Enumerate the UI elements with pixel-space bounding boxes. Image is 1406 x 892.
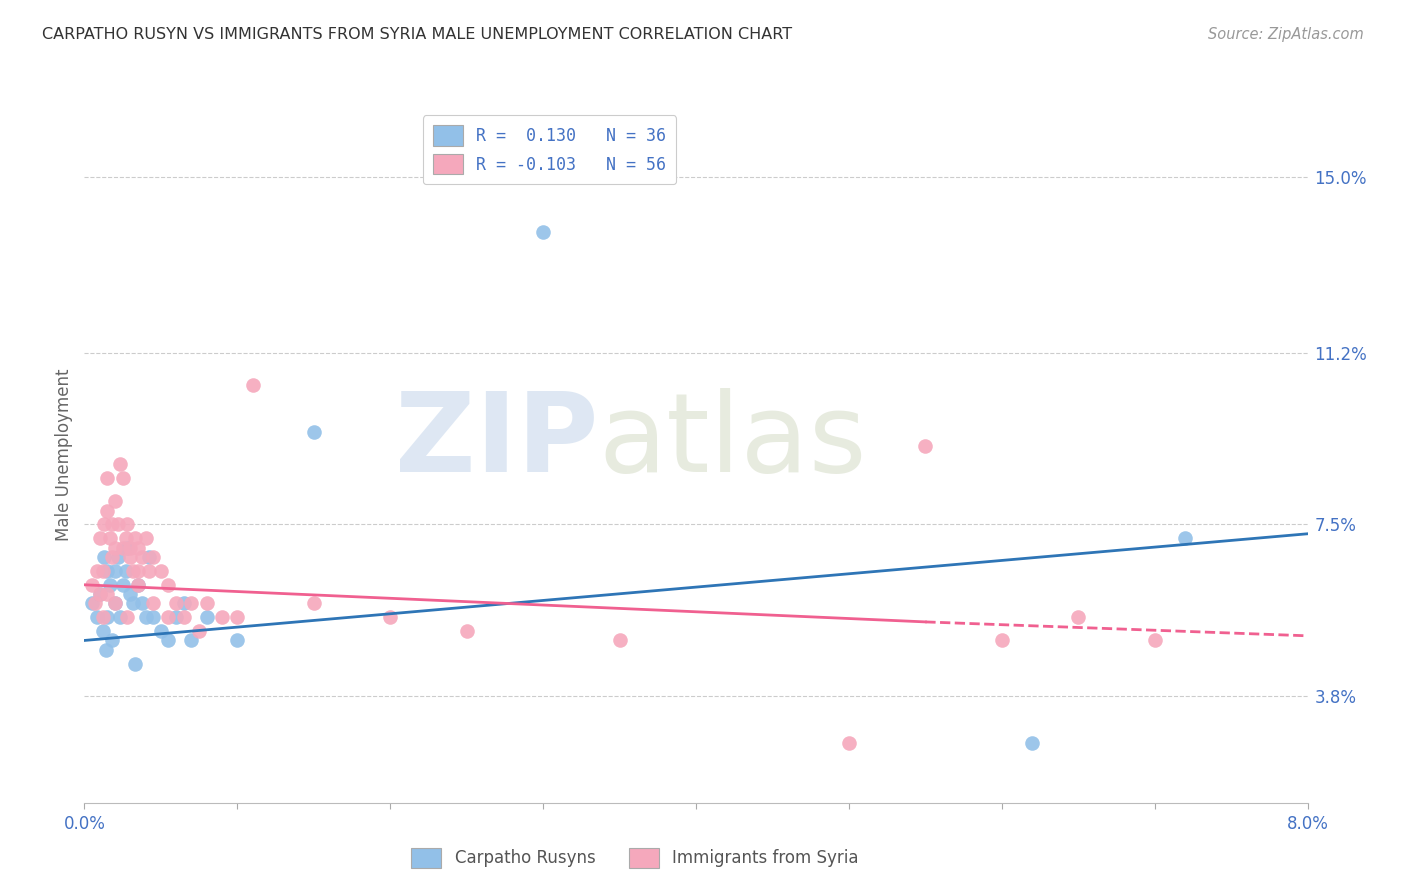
Point [108,457,131,471]
Point [111,541,134,555]
Point [302,596,325,610]
Point [104,494,127,508]
Point [120,541,142,555]
Point [96,587,118,601]
Point [173,596,195,610]
Point [195,596,218,610]
Point [127,578,149,592]
Point [94,642,117,657]
Point [127,541,149,555]
Point [114,564,136,578]
Point [380,610,402,624]
Point [107,549,129,564]
Text: Source: ZipAtlas.com: Source: ZipAtlas.com [1208,27,1364,42]
Point [111,471,134,485]
Point [456,624,478,639]
Point [138,549,160,564]
Point [302,425,325,439]
Point [609,633,631,648]
Point [242,378,264,392]
Point [914,439,936,453]
Point [86,610,108,624]
Point [1174,532,1197,546]
Point [1021,735,1043,749]
Point [127,578,149,592]
Point [157,578,180,592]
Point [135,610,157,624]
Point [101,633,124,648]
Point [127,564,149,578]
Text: ZIP: ZIP [395,387,598,494]
Point [115,541,138,555]
Point [120,587,142,601]
Point [96,564,118,578]
Point [131,549,153,564]
Point [131,596,153,610]
Legend: Carpatho Rusyns, Immigrants from Syria: Carpatho Rusyns, Immigrants from Syria [401,838,869,878]
Point [89,532,111,546]
Point [149,564,172,578]
Point [157,610,180,624]
Point [86,564,108,578]
Point [91,564,114,578]
Point [122,596,145,610]
Point [80,578,103,592]
Point [111,578,134,592]
Point [142,610,165,624]
Point [211,610,233,624]
Point [89,587,111,601]
Point [96,471,118,485]
Point [195,610,218,624]
Point [98,578,121,592]
Point [138,564,160,578]
Point [91,610,114,624]
Point [226,633,249,648]
Point [122,564,145,578]
Point [180,596,202,610]
Point [838,735,860,749]
Point [142,549,165,564]
Point [142,596,165,610]
Text: atlas: atlas [598,387,866,494]
Point [165,596,187,610]
Point [108,610,131,624]
Point [104,596,127,610]
Point [96,503,118,517]
Text: CARPATHO RUSYN VS IMMIGRANTS FROM SYRIA MALE UNEMPLOYMENT CORRELATION CHART: CARPATHO RUSYN VS IMMIGRANTS FROM SYRIA … [42,27,793,42]
Point [157,633,180,648]
Point [180,633,202,648]
Point [93,549,115,564]
Point [173,610,195,624]
Point [115,610,138,624]
Point [101,549,124,564]
Point [188,624,211,639]
Point [89,587,111,601]
Point [165,610,187,624]
Point [98,532,121,546]
Point [135,532,157,546]
Point [114,532,136,546]
Point [84,596,107,610]
Point [104,541,127,555]
Point [104,596,127,610]
Point [149,624,172,639]
Point [124,657,146,671]
Point [1143,633,1166,648]
Y-axis label: Male Unemployment: Male Unemployment [55,368,73,541]
Point [96,610,118,624]
Point [91,624,114,639]
Point [115,517,138,532]
Point [93,517,115,532]
Point [531,225,554,239]
Point [124,532,146,546]
Point [991,633,1014,648]
Point [101,517,124,532]
Point [120,549,142,564]
Point [80,596,103,610]
Point [107,517,129,532]
Point [226,610,249,624]
Point [104,564,127,578]
Point [1067,610,1090,624]
